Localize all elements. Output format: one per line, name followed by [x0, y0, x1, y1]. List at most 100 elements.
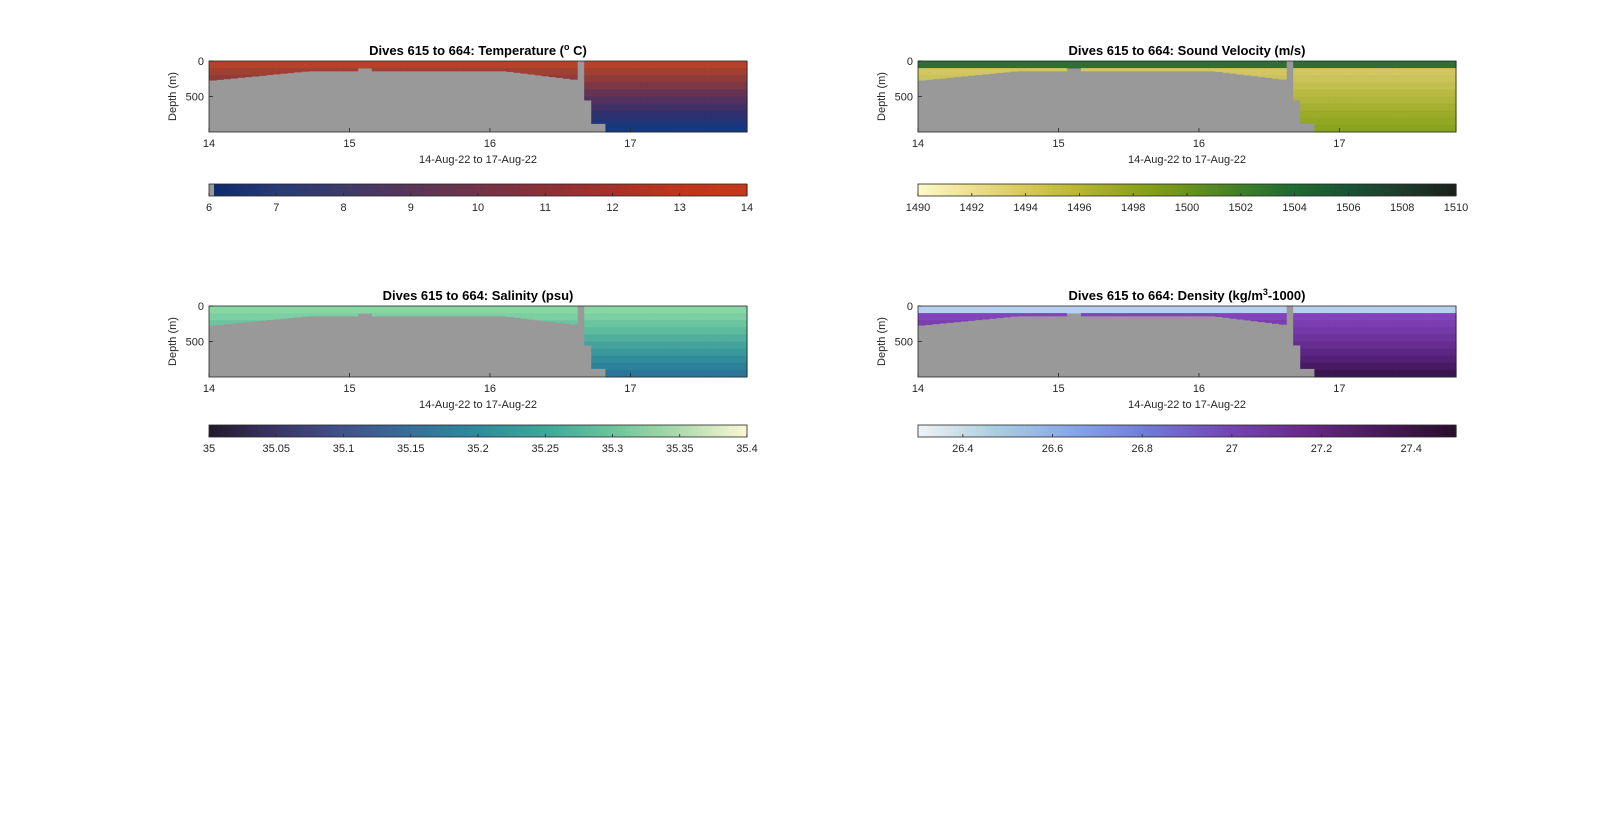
salinity-cell: [605, 369, 614, 378]
density-cell: [1349, 313, 1358, 321]
density-colorbar-segment: [1334, 425, 1341, 437]
sound-velocity-colorbar-segment: [1065, 184, 1072, 196]
density-cell: [1441, 313, 1450, 321]
salinity-colorbar-segment: [330, 425, 336, 437]
sound-velocity-colorbar-segment: [1429, 184, 1435, 196]
salinity-cell: [725, 369, 734, 378]
salinity-cell: [662, 327, 670, 335]
density-colorbar-segment: [940, 425, 946, 437]
temperature-cell: [697, 117, 706, 126]
density-colorbar-segment: [1330, 425, 1336, 437]
sound-velocity-cell: [1448, 89, 1457, 97]
density-cell: [1094, 306, 1103, 314]
density-colorbar-box: [917, 424, 1457, 438]
salinity-colorbar-segment: [365, 425, 371, 437]
density-colorbar-segment: [1236, 425, 1242, 437]
sound-velocity-cell: [1123, 61, 1131, 69]
density-colorbar-segment: [1034, 425, 1040, 437]
salinity-colorbar-segment: [433, 425, 439, 437]
salinity-colorbar-segment: [706, 425, 712, 437]
density-colorbar-segment: [1213, 425, 1219, 437]
sound-velocity-cell: [1363, 110, 1372, 119]
density-cell: [1087, 313, 1096, 317]
salinity-cell: [612, 369, 621, 378]
salinity-colorbar-tick-label: 35.05: [262, 443, 290, 455]
temperature-cell: [329, 68, 338, 72]
sound-velocity-cell: [1038, 61, 1047, 69]
sound-velocity-cell: [1314, 75, 1323, 83]
salinity-heatmap: [209, 306, 748, 378]
density-cell: [1342, 362, 1351, 371]
temperature-cell: [548, 68, 557, 76]
temperature-colorbar-segment: [428, 184, 434, 196]
temperature-panel: Dives 615 to 664: Temperature (o C)Depth…: [167, 42, 753, 214]
sound-velocity-cell: [1102, 61, 1110, 69]
temperature-cell: [690, 96, 699, 104]
density-colorbar-segment: [1133, 425, 1139, 437]
temperature-cell: [463, 61, 472, 69]
temperature-colorbar-segment: [572, 184, 578, 196]
density-colorbar-segment: [1343, 425, 1349, 437]
salinity-cell: [711, 355, 720, 364]
density-colorbar-tick-label: 27.2: [1311, 443, 1332, 455]
sound-velocity-cell: [925, 75, 933, 80]
density-cell: [1328, 334, 1337, 342]
sound-velocity-cell: [1130, 68, 1139, 72]
salinity-cell: [492, 313, 500, 317]
density-cell: [1342, 348, 1351, 357]
temperature-cell: [669, 82, 677, 90]
salinity-cell: [605, 313, 614, 321]
temperature-cell: [244, 61, 253, 69]
salinity-cell: [350, 313, 359, 317]
temperature-cell: [626, 68, 635, 76]
temperature-cell: [513, 68, 522, 73]
temperature-cell: [626, 82, 635, 90]
temperature-title-text: Dives 615 to 664: Temperature (: [369, 43, 565, 58]
sound-velocity-cell: [1427, 68, 1436, 76]
salinity-cell: [662, 313, 670, 321]
salinity-cell: [414, 306, 422, 314]
salinity-cell: [718, 362, 727, 371]
sound-velocity-cell: [1427, 124, 1436, 133]
sound-velocity-colorbar-segment: [1321, 184, 1327, 196]
density-colorbar-segment: [1083, 425, 1089, 437]
density-cell: [1427, 369, 1436, 378]
sound-velocity-colorbar-segment: [1025, 184, 1031, 196]
density-cell: [988, 306, 997, 314]
salinity-cell: [690, 313, 699, 321]
salinity-cell: [591, 341, 599, 349]
density-cell: [1356, 320, 1365, 328]
temperature-cell: [662, 124, 670, 133]
temperature-cell: [669, 68, 677, 76]
sound-velocity-colorbar-segment: [1424, 184, 1430, 196]
salinity-cell: [619, 362, 628, 371]
sound-velocity-colorbar-tick-label: 1508: [1390, 202, 1414, 214]
sound-velocity-cell: [1392, 89, 1400, 97]
salinity-cell: [286, 306, 295, 314]
density-colorbar-segment: [1128, 425, 1134, 437]
temperature-cell: [619, 89, 628, 97]
sound-velocity-cell: [1300, 61, 1308, 69]
salinity-colorbar-segment: [258, 425, 264, 437]
temperature-cell: [640, 89, 649, 97]
sound-velocity-cell: [1165, 61, 1174, 69]
temperature-cell: [697, 61, 706, 69]
salinity-cell: [725, 348, 734, 357]
density-colorbar-segment: [1052, 425, 1058, 437]
density-colorbar-segment: [1231, 425, 1237, 437]
temperature-cell: [562, 61, 571, 69]
salinity-colorbar-segment: [621, 425, 627, 437]
temperature-colorbar-segment: [379, 184, 385, 196]
salinity-colorbar-segment: [392, 425, 398, 437]
density-colorbar-segment: [1101, 425, 1107, 437]
sound-velocity-cell: [1229, 68, 1238, 74]
salinity-colorbar-segment: [540, 425, 546, 437]
sound-velocity-cell: [1356, 117, 1365, 126]
temperature-cell: [336, 68, 345, 72]
temperature-cell: [633, 75, 642, 83]
salinity-cell: [633, 313, 642, 321]
sound-velocity-cell: [1356, 96, 1365, 104]
density-cell: [946, 320, 954, 323]
salinity-cell: [647, 362, 656, 371]
salinity-cell: [669, 355, 677, 364]
